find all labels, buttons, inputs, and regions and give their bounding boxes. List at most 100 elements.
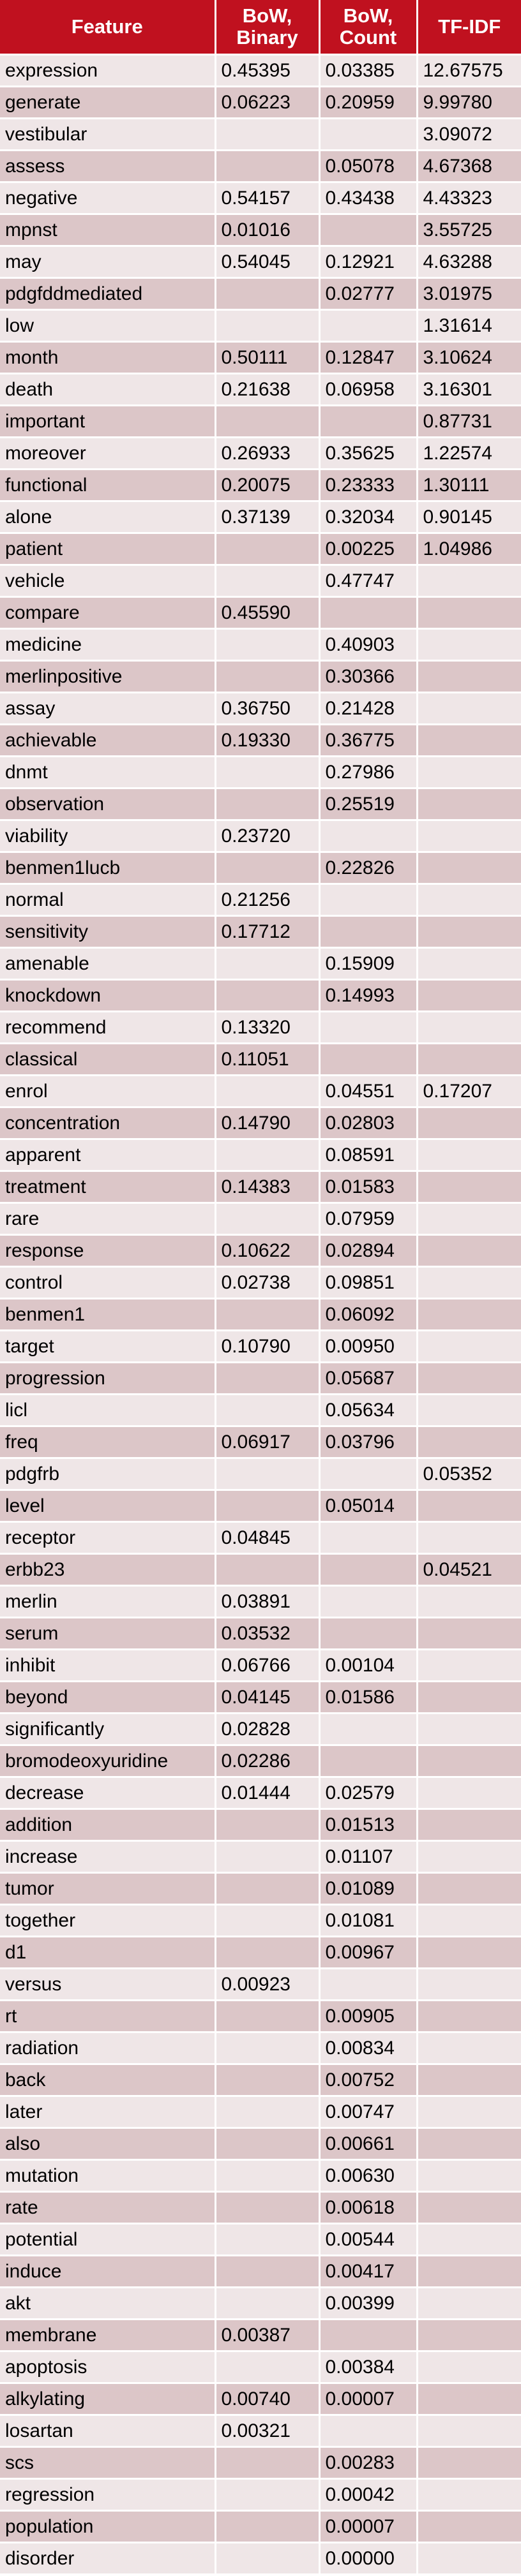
- table-row: benmen1 0.06092: [0, 1298, 521, 1331]
- cell-bow-count: 0.14993: [319, 979, 418, 1012]
- cell-feature: akt: [0, 2287, 216, 2320]
- table-row: membrane 0.00387: [0, 2319, 521, 2352]
- cell-bow-binary: 0.13320: [215, 1011, 321, 1044]
- table-row: later 0.00747: [0, 2096, 521, 2129]
- cell-tfidf: [417, 1713, 521, 1746]
- cell-tfidf: [417, 1139, 521, 1172]
- header-tfidf-label: TF-IDF: [438, 15, 501, 38]
- table-row: merlinpositive 0.30366: [0, 660, 521, 693]
- cell-feature: target: [0, 1330, 216, 1363]
- cell-bow-count: 0.35625: [319, 437, 418, 470]
- cell-bow-binary: [215, 2446, 321, 2480]
- table-row: concentration 0.14790 0.02803: [0, 1107, 521, 1140]
- cell-bow-count: 0.47747: [319, 565, 418, 598]
- table-row: amenable 0.15909: [0, 947, 521, 981]
- table-row: compare 0.45590: [0, 596, 521, 630]
- cell-bow-binary: 0.04845: [215, 1521, 321, 1555]
- cell-feature: medicine: [0, 628, 216, 662]
- cell-bow-binary: [215, 1490, 321, 1523]
- cell-tfidf: [417, 1617, 521, 1650]
- cell-tfidf: 1.31614: [417, 309, 521, 343]
- cell-bow-count: 0.21428: [319, 692, 418, 725]
- cell-feature: versus: [0, 1968, 216, 2001]
- cell-feature: expression: [0, 54, 216, 87]
- table-row: rt 0.00905: [0, 2000, 521, 2033]
- cell-tfidf: 3.10624: [417, 341, 521, 374]
- cell-bow-count: 0.00618: [319, 2191, 418, 2224]
- cell-feature: also: [0, 2128, 216, 2161]
- cell-bow-count: 0.06958: [319, 373, 418, 406]
- cell-tfidf: [417, 1011, 521, 1044]
- cell-bow-binary: [215, 852, 321, 885]
- cell-tfidf: 0.04521: [417, 1553, 521, 1587]
- cell-bow-count: 0.00104: [319, 1649, 418, 1682]
- cell-tfidf: 12.67575: [417, 54, 521, 87]
- table-row: apparent 0.08591: [0, 1139, 521, 1172]
- cell-feature: mpnst: [0, 214, 216, 247]
- cell-bow-binary: [215, 1458, 321, 1491]
- cell-bow-binary: [215, 2064, 321, 2097]
- cell-tfidf: [417, 660, 521, 693]
- cell-tfidf: [417, 2478, 521, 2512]
- table-row: inhibit 0.06766 0.00104: [0, 1649, 521, 1682]
- cell-tfidf: [417, 788, 521, 821]
- cell-tfidf: [417, 1585, 521, 1618]
- cell-feature: observation: [0, 788, 216, 821]
- cell-bow-count: [319, 1458, 418, 1491]
- table-row: beyond 0.04145 0.01586: [0, 1681, 521, 1714]
- cell-bow-count: 0.02777: [319, 278, 418, 311]
- cell-feature: viability: [0, 820, 216, 853]
- table-row: bromodeoxyuridine 0.02286: [0, 1745, 521, 1778]
- cell-feature: death: [0, 373, 216, 406]
- cell-feature: potential: [0, 2223, 216, 2256]
- cell-feature: population: [0, 2510, 216, 2543]
- cell-tfidf: [417, 2000, 521, 2033]
- cell-tfidf: 0.87731: [417, 405, 521, 438]
- cell-feature: functional: [0, 469, 216, 502]
- table-row: losartan 0.00321: [0, 2415, 521, 2448]
- cell-feature: generate: [0, 86, 216, 119]
- cell-bow-binary: [215, 1362, 321, 1395]
- cell-tfidf: 3.09072: [417, 118, 521, 151]
- cell-tfidf: [417, 884, 521, 917]
- table-row: vestibular 3.09072: [0, 118, 521, 151]
- cell-feature: serum: [0, 1617, 216, 1650]
- cell-feature: vestibular: [0, 118, 216, 151]
- cell-feature: benmen1lucb: [0, 852, 216, 885]
- cell-feature: receptor: [0, 1521, 216, 1555]
- cell-bow-count: [319, 1968, 418, 2001]
- table-row: rare 0.07959: [0, 1203, 521, 1236]
- cell-feature: normal: [0, 884, 216, 917]
- cell-tfidf: [417, 1649, 521, 1682]
- cell-feature: significantly: [0, 1713, 216, 1746]
- cell-feature: pdgfrb: [0, 1458, 216, 1491]
- cell-bow-count: 0.00399: [319, 2287, 418, 2320]
- cell-bow-count: 0.04551: [319, 1075, 418, 1108]
- cell-tfidf: [417, 2446, 521, 2480]
- table-row: progression 0.05687: [0, 1362, 521, 1395]
- cell-bow-binary: 0.20075: [215, 469, 321, 502]
- cell-bow-binary: [215, 2478, 321, 2512]
- cell-feature: level: [0, 1490, 216, 1523]
- cell-bow-binary: 0.00387: [215, 2319, 321, 2352]
- cell-feature: treatment: [0, 1171, 216, 1204]
- cell-tfidf: [417, 2096, 521, 2129]
- cell-bow-count: [319, 1011, 418, 1044]
- table-row: knockdown 0.14993: [0, 979, 521, 1012]
- cell-feature: later: [0, 2096, 216, 2129]
- cell-bow-binary: [215, 2223, 321, 2256]
- cell-tfidf: [417, 565, 521, 598]
- table-row: may 0.54045 0.12921 4.63288: [0, 246, 521, 279]
- cell-feature: decrease: [0, 1777, 216, 1810]
- header-bow-binary: BoW, Binary: [215, 0, 321, 56]
- cell-feature: membrane: [0, 2319, 216, 2352]
- cell-tfidf: [417, 1171, 521, 1204]
- cell-tfidf: [417, 692, 521, 725]
- cell-feature: regression: [0, 2478, 216, 2512]
- table-row: disorder 0.00000: [0, 2542, 521, 2575]
- cell-bow-count: 0.00834: [319, 2032, 418, 2065]
- cell-bow-binary: 0.21638: [215, 373, 321, 406]
- cell-bow-count: 0.00544: [319, 2223, 418, 2256]
- cell-bow-binary: [215, 2159, 321, 2193]
